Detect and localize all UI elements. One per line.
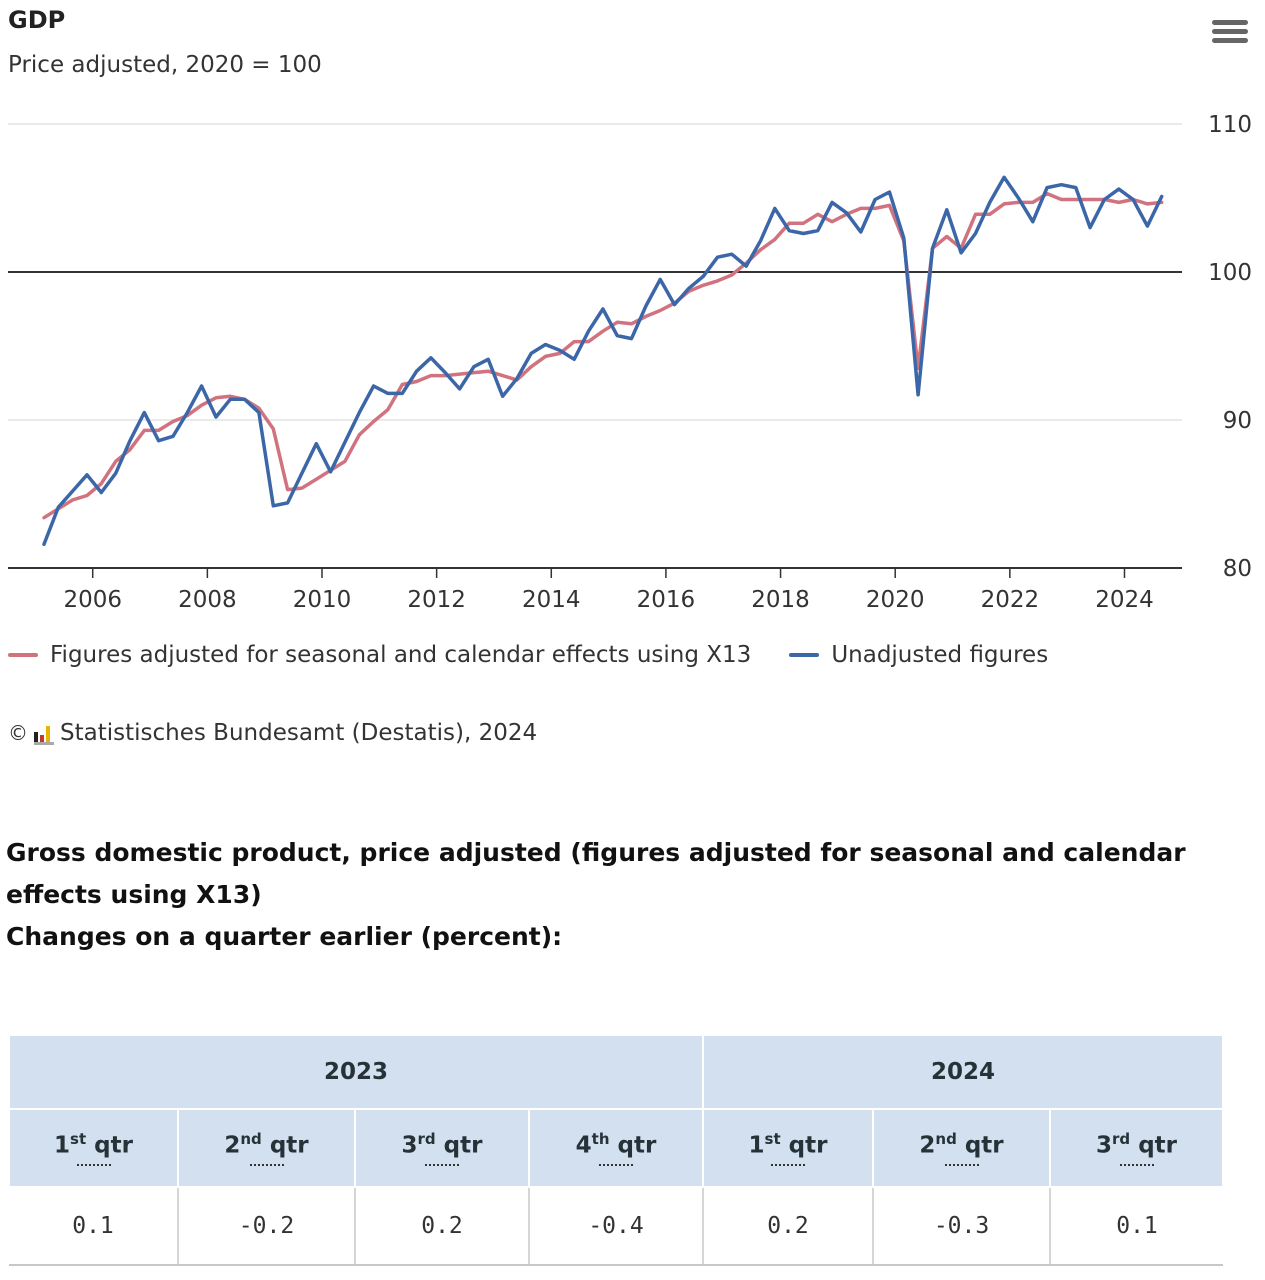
x-tick-label: 2018: [751, 587, 810, 613]
quarter-header[interactable]: 2nd qtr: [872, 1108, 1052, 1188]
legend: Figures adjusted for seasonal and calend…: [8, 642, 1086, 668]
quarterly-change-table: 2023 2024 1st qtr 2nd qtr 3rd qtr 4th qtr 1s…: [7, 1034, 1225, 1266]
legend-swatch-adjusted: [8, 653, 38, 657]
legend-label-unadjusted: Unadjusted figures: [831, 642, 1049, 668]
abbr-dotted-underline: [76, 1164, 111, 1167]
series-line-adjusted[interactable]: [42, 191, 1164, 520]
section-heading: Gross domestic product, price adjusted (…: [6, 832, 1216, 958]
x-tick-label: 2022: [981, 587, 1040, 613]
quarter-header[interactable]: 3rd qtr: [1049, 1108, 1225, 1188]
table-cell: -0.3: [872, 1187, 1051, 1266]
quarter-header[interactable]: 1st qtr: [702, 1108, 875, 1188]
abbr-dotted-underline: [1119, 1164, 1154, 1167]
quarter-label: 3rd qtr: [1096, 1129, 1177, 1159]
legend-swatch-unadjusted: [789, 653, 820, 657]
x-tick-label: 2010: [293, 587, 352, 613]
menu-bar: [1212, 29, 1248, 34]
y-tick-label: 100: [1208, 260, 1252, 286]
grid-lines: [8, 123, 1182, 569]
abbr-dotted-underline: [425, 1164, 459, 1167]
quarter-label: 2nd qtr: [224, 1129, 309, 1159]
x-tick-label: 2008: [178, 587, 237, 613]
abbr-dotted-underline: [944, 1164, 979, 1167]
quarter-header[interactable]: 2nd qtr: [177, 1108, 356, 1188]
series-line-unadjusted[interactable]: [42, 175, 1164, 547]
series-lines: [42, 175, 1164, 547]
section-heading-subtitle: Changes on a quarter earlier (percent):: [6, 922, 563, 951]
x-tick-label: 2020: [866, 587, 925, 613]
x-tick-label: 2006: [63, 587, 122, 613]
year-header-2024: 2024: [702, 1034, 1225, 1110]
quarter-label: 1st qtr: [54, 1129, 133, 1159]
menu-bar: [1212, 20, 1248, 25]
x-tick-label: 2012: [407, 587, 466, 613]
y-tick-label: 80: [1223, 556, 1252, 582]
x-axis-ticks: 2006 2008 2010 2012 2014 2016 2018 2020 2022 2024: [63, 568, 1154, 613]
legend-item-adjusted[interactable]: Figures adjusted for seasonal and calend…: [8, 642, 751, 668]
table-cell: 0.1: [1049, 1187, 1224, 1266]
section-heading-title: Gross domestic product, price adjusted (…: [6, 838, 1186, 909]
copyright-icon: ©: [8, 721, 28, 745]
abbr-dotted-underline: [771, 1164, 806, 1167]
table-cell: 0.1: [9, 1187, 178, 1266]
destatis-logo-icon: [34, 724, 54, 745]
credits-text: Statistisches Bundesamt (Destatis), 2024: [60, 720, 538, 746]
x-tick-label: 2014: [522, 587, 581, 613]
chart-subtitle: Price adjusted, 2020 = 100: [8, 52, 322, 78]
abbr-dotted-underline: [599, 1164, 633, 1167]
menu-bar: [1212, 38, 1248, 43]
quarter-header[interactable]: 3rd qtr: [354, 1108, 530, 1188]
legend-item-unadjusted[interactable]: Unadjusted figures: [789, 642, 1048, 668]
chart-title: GDP: [8, 6, 66, 34]
y-axis-ticks: 80 90 100 110: [1208, 112, 1252, 582]
y-tick-label: 90: [1223, 408, 1252, 434]
table-row: 0.1 -0.2 0.2 -0.4 0.2 -0.3 0.1: [9, 1187, 1224, 1266]
credits[interactable]: © Statistisches Bundesamt (Destatis), 20…: [8, 720, 537, 746]
quarter-label: 3rd qtr: [401, 1129, 483, 1159]
x-tick-label: 2016: [637, 587, 696, 613]
quarter-label: 4th qtr: [575, 1129, 657, 1159]
quarter-label: 1st qtr: [748, 1129, 828, 1159]
year-header-2023: 2023: [7, 1034, 705, 1110]
hamburger-menu-icon[interactable]: [1212, 20, 1248, 48]
quarter-label: 2nd qtr: [919, 1129, 1004, 1159]
table-cell: 0.2: [354, 1187, 529, 1266]
table-cell: -0.4: [527, 1187, 704, 1266]
y-tick-label: 110: [1208, 112, 1252, 138]
quarter-header[interactable]: 4th qtr: [527, 1108, 705, 1188]
x-tick-label: 2024: [1095, 587, 1154, 613]
abbr-dotted-underline: [249, 1164, 284, 1167]
quarter-header[interactable]: 1st qtr: [8, 1108, 179, 1188]
table-cell: 0.2: [702, 1187, 874, 1266]
table-cell: -0.2: [177, 1187, 355, 1266]
legend-label-adjusted: Figures adjusted for seasonal and calend…: [50, 642, 752, 668]
